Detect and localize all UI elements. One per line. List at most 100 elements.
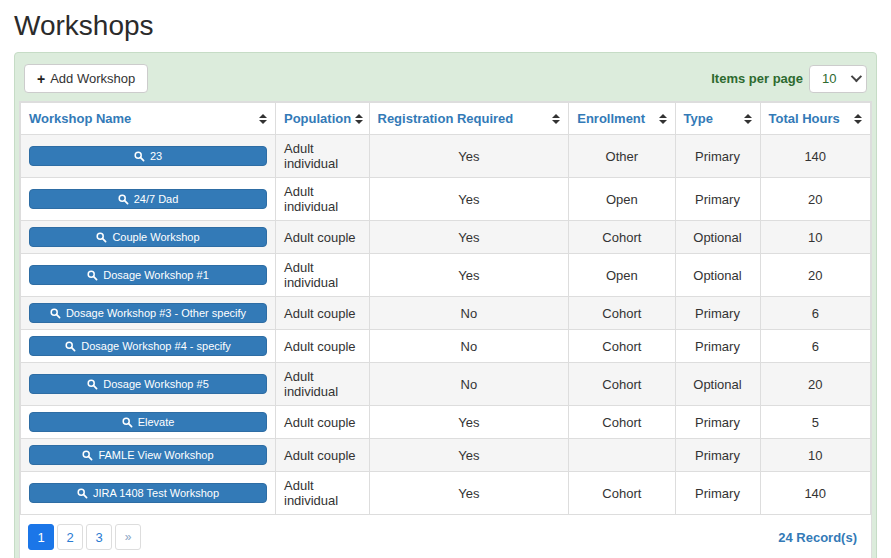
workshop-name-cell: 23 — [21, 135, 276, 178]
sort-icon[interactable] — [355, 114, 363, 124]
add-workshop-button[interactable]: + Add Workshop — [24, 64, 148, 93]
registration-required-cell: Yes — [369, 439, 569, 472]
workshop-detail-button[interactable]: Dosage Workshop #4 - specify — [29, 336, 267, 356]
workshop-name-cell: Dosage Workshop #4 - specify — [21, 330, 276, 363]
workshops-panel: + Add Workshop Items per page 10 Worksh — [14, 52, 877, 558]
sort-icon[interactable] — [854, 114, 862, 124]
column-header-registration-required[interactable]: Registration Required — [369, 103, 569, 135]
page-title: Workshops — [14, 10, 891, 42]
table-row: Dosage Workshop #3 - Other specify Adult … — [21, 297, 871, 330]
total-hours-cell: 6 — [760, 330, 871, 363]
magnifier-icon — [87, 270, 98, 281]
workshop-name-cell: Couple Workshop — [21, 221, 276, 254]
workshop-detail-button[interactable]: 23 — [29, 146, 267, 166]
page-button-2[interactable]: 2 — [57, 524, 83, 550]
workshop-detail-button[interactable]: Dosage Workshop #5 — [29, 374, 267, 394]
table-row: 23Adult individualYesOtherPrimary140 — [21, 135, 871, 178]
pagination: 123» — [28, 524, 141, 550]
type-cell: Optional — [675, 254, 760, 297]
population-cell: Adult individual — [276, 472, 370, 515]
type-cell: Optional — [675, 363, 760, 406]
column-header-total-hours[interactable]: Total Hours — [760, 103, 871, 135]
workshop-name-cell: Dosage Workshop #5 — [21, 363, 276, 406]
column-header-population[interactable]: Population — [276, 103, 370, 135]
population-cell: Adult individual — [276, 363, 370, 406]
population-cell: Adult couple — [276, 439, 370, 472]
enrollment-cell: Other — [569, 135, 675, 178]
plus-icon: + — [37, 74, 45, 84]
type-cell: Primary — [675, 472, 760, 515]
total-hours-cell: 10 — [760, 221, 871, 254]
record-count: 24 Record(s) — [778, 530, 863, 545]
workshop-name-label: Dosage Workshop #4 - specify — [81, 340, 231, 352]
population-cell: Adult couple — [276, 221, 370, 254]
items-per-page-select-wrap: 10 — [809, 65, 867, 93]
workshop-detail-button[interactable]: Elevate — [29, 412, 267, 432]
items-per-page-select[interactable]: 10 — [809, 65, 867, 93]
workshop-detail-button[interactable]: Dosage Workshop #3 - Other specify — [29, 303, 267, 323]
workshop-detail-button[interactable]: Dosage Workshop #1 — [29, 265, 267, 285]
total-hours-cell: 140 — [760, 472, 871, 515]
pagination-row: 123» 24 Record(s) — [20, 515, 871, 558]
sort-icon[interactable] — [259, 114, 267, 124]
workshop-name-cell: JIRA 1408 Test Workshop — [21, 472, 276, 515]
population-cell: Adult individual — [276, 135, 370, 178]
total-hours-cell: 5 — [760, 406, 871, 439]
table-row: FAMLE View Workshop Adult coupleYes Primar… — [21, 439, 871, 472]
magnifier-icon — [118, 194, 129, 205]
magnifier-icon — [50, 308, 61, 319]
workshop-name-label: 24/7 Dad — [134, 193, 179, 205]
workshop-name-label: Dosage Workshop #3 - Other specify — [66, 307, 246, 319]
total-hours-cell: 20 — [760, 178, 871, 221]
workshop-name-label: JIRA 1408 Test Workshop — [93, 487, 219, 499]
registration-required-cell: Yes — [369, 221, 569, 254]
column-header-workshop-name[interactable]: Workshop Name — [21, 103, 276, 135]
total-hours-cell: 6 — [760, 297, 871, 330]
page-button-3[interactable]: 3 — [86, 524, 112, 550]
workshop-detail-button[interactable]: 24/7 Dad — [29, 189, 267, 209]
registration-required-cell: Yes — [369, 472, 569, 515]
table-row: JIRA 1408 Test Workshop Adult individualY… — [21, 472, 871, 515]
workshop-detail-button[interactable]: JIRA 1408 Test Workshop — [29, 483, 267, 503]
column-header-type[interactable]: Type — [675, 103, 760, 135]
enrollment-cell: Cohort — [569, 472, 675, 515]
workshop-name-cell: 24/7 Dad — [21, 178, 276, 221]
sort-icon[interactable] — [659, 114, 667, 124]
workshop-detail-button[interactable]: Couple Workshop — [29, 227, 267, 247]
workshop-name-label: FAMLE View Workshop — [98, 449, 213, 461]
workshops-table: Workshop Name Population Registration Re… — [20, 102, 871, 515]
column-header-enrollment[interactable]: Enrollment — [569, 103, 675, 135]
table-header-row: Workshop Name Population Registration Re… — [21, 103, 871, 135]
registration-required-cell: No — [369, 297, 569, 330]
workshop-name-label: Elevate — [138, 416, 175, 428]
page-button-1[interactable]: 1 — [28, 524, 54, 550]
sort-icon[interactable] — [552, 114, 560, 124]
type-cell: Primary — [675, 330, 760, 363]
enrollment-cell: Open — [569, 254, 675, 297]
toolbar: + Add Workshop Items per page 10 — [19, 57, 872, 101]
sort-icon[interactable] — [744, 114, 752, 124]
items-per-page-label: Items per page — [711, 71, 803, 86]
workshop-name-cell: FAMLE View Workshop — [21, 439, 276, 472]
magnifier-icon — [122, 417, 133, 428]
type-cell: Primary — [675, 297, 760, 330]
enrollment-cell: Cohort — [569, 297, 675, 330]
workshop-name-cell: Dosage Workshop #1 — [21, 254, 276, 297]
type-cell: Primary — [675, 178, 760, 221]
magnifier-icon — [96, 232, 107, 243]
workshop-name-label: Dosage Workshop #1 — [103, 269, 209, 281]
magnifier-icon — [65, 341, 76, 352]
workshop-detail-button[interactable]: FAMLE View Workshop — [29, 445, 267, 465]
population-cell: Adult couple — [276, 297, 370, 330]
enrollment-cell: Cohort — [569, 363, 675, 406]
next-page-button[interactable]: » — [115, 524, 141, 550]
magnifier-icon — [77, 488, 88, 499]
population-cell: Adult couple — [276, 406, 370, 439]
workshop-name-label: Couple Workshop — [112, 231, 199, 243]
population-cell: Adult couple — [276, 330, 370, 363]
registration-required-cell: Yes — [369, 254, 569, 297]
enrollment-cell: Cohort — [569, 330, 675, 363]
type-cell: Primary — [675, 135, 760, 178]
type-cell: Primary — [675, 439, 760, 472]
table-body: 23Adult individualYesOtherPrimary14024/7… — [21, 135, 871, 515]
